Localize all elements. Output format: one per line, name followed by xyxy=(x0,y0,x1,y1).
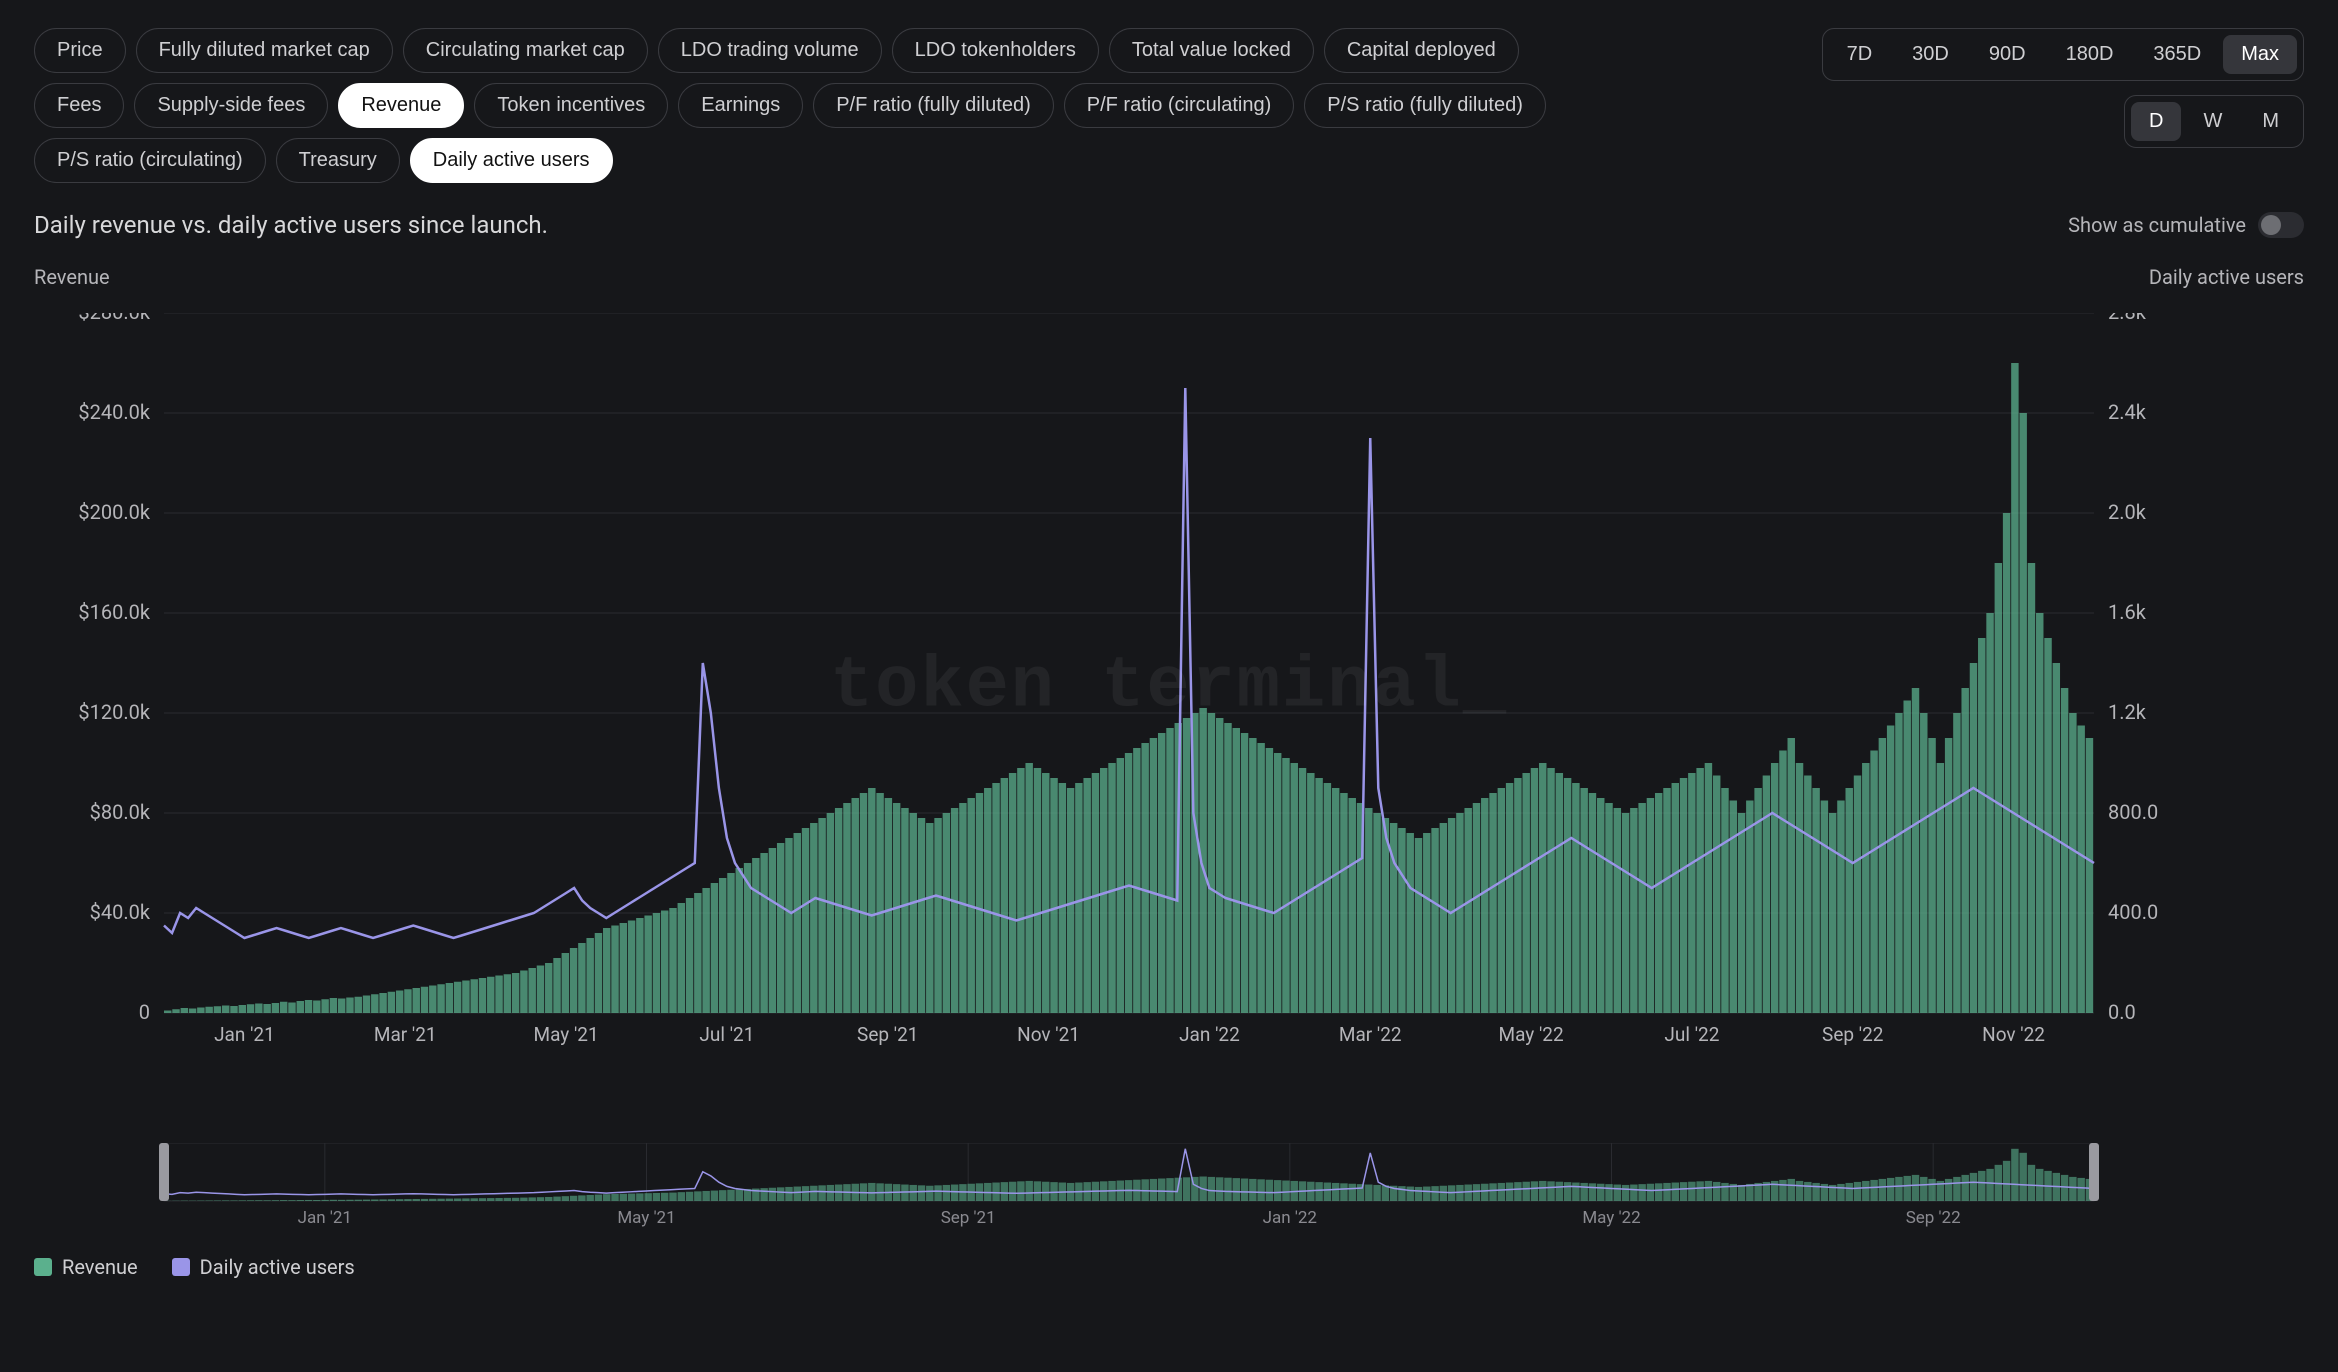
granularity-button[interactable]: W xyxy=(2185,102,2240,141)
metric-pill[interactable]: Daily active users xyxy=(410,138,613,183)
metric-pill[interactable]: Price xyxy=(34,28,126,73)
metric-pill[interactable]: Capital deployed xyxy=(1324,28,1519,73)
legend-swatch xyxy=(172,1258,190,1276)
svg-text:1.6k: 1.6k xyxy=(2108,600,2147,624)
cumulative-toggle[interactable] xyxy=(2258,212,2304,238)
granularity-button[interactable]: M xyxy=(2244,102,2297,141)
svg-text:$200.0k: $200.0k xyxy=(78,500,150,524)
svg-text:2.4k: 2.4k xyxy=(2108,400,2147,424)
svg-text:Sep '21: Sep '21 xyxy=(941,1208,996,1227)
granularity-button[interactable]: D xyxy=(2131,102,2181,141)
svg-text:Jul '21: Jul '21 xyxy=(699,1023,754,1046)
svg-text:Sep '22: Sep '22 xyxy=(1822,1023,1883,1046)
scrubber-handle-right[interactable] xyxy=(2089,1143,2099,1201)
svg-text:Jan '22: Jan '22 xyxy=(1179,1023,1240,1046)
left-axis-title: Revenue xyxy=(34,265,110,289)
cumulative-toggle-row: Show as cumulative xyxy=(2068,212,2304,238)
metric-pill[interactable]: Supply-side fees xyxy=(134,83,328,128)
metric-pill[interactable]: Token incentives xyxy=(474,83,668,128)
metric-pill[interactable]: Treasury xyxy=(276,138,400,183)
main-chart-area: token terminal_ 00.0$40.0k400.0$80.0k800… xyxy=(34,313,2304,1093)
range-button[interactable]: 30D xyxy=(1894,35,1967,74)
svg-text:May '22: May '22 xyxy=(1498,1023,1563,1046)
svg-text:$40.0k: $40.0k xyxy=(90,900,151,924)
metric-pill[interactable]: Total value locked xyxy=(1109,28,1314,73)
svg-text:0.0: 0.0 xyxy=(2108,1000,2136,1024)
mini-chart-svg: Jan '21 May '21 Sep '21 Jan '22 May '22 Sep '… xyxy=(34,1143,2164,1227)
svg-text:$280.0k: $280.0k xyxy=(78,313,150,324)
range-scrubber[interactable]: Jan '21 May '21 Sep '21 Jan '22 May '22 Sep '… xyxy=(34,1143,2304,1227)
granularity-group: DWM xyxy=(2124,95,2304,148)
metric-pill[interactable]: Circulating market cap xyxy=(403,28,648,73)
main-chart-svg: 0 0.0 $40.0k 400.0 $80.0k 800.0 $120.0k 1.2k $16… xyxy=(34,313,2164,1093)
metric-pill[interactable]: P/S ratio (fully diluted) xyxy=(1304,83,1546,128)
svg-text:Jan '21: Jan '21 xyxy=(298,1208,352,1227)
svg-text:$160.0k: $160.0k xyxy=(78,600,150,624)
range-button[interactable]: Max xyxy=(2223,35,2297,74)
range-button[interactable]: 90D xyxy=(1971,35,2044,74)
metric-pill-group: PriceFully diluted market capCirculating… xyxy=(34,28,1594,183)
svg-text:2.0k: 2.0k xyxy=(2108,500,2147,524)
svg-text:$240.0k: $240.0k xyxy=(78,400,150,424)
metric-pill[interactable]: LDO trading volume xyxy=(658,28,882,73)
svg-text:Jan '21: Jan '21 xyxy=(214,1023,275,1046)
range-button[interactable]: 7D xyxy=(1829,35,1891,74)
range-button[interactable]: 365D xyxy=(2135,35,2219,74)
svg-text:Mar '21: Mar '21 xyxy=(374,1023,437,1046)
svg-text:2.8k: 2.8k xyxy=(2108,313,2147,324)
metric-pill[interactable]: Fees xyxy=(34,83,124,128)
cumulative-label: Show as cumulative xyxy=(2068,213,2246,237)
metric-pill[interactable]: Revenue xyxy=(338,83,464,128)
svg-text:Jul '22: Jul '22 xyxy=(1664,1023,1719,1046)
svg-text:400.0: 400.0 xyxy=(2108,900,2158,924)
svg-text:Jan '22: Jan '22 xyxy=(1263,1208,1317,1227)
legend-label: Revenue xyxy=(62,1255,138,1279)
metric-pill[interactable]: Earnings xyxy=(678,83,803,128)
svg-text:Mar '22: Mar '22 xyxy=(1339,1023,1402,1046)
svg-text:800.0: 800.0 xyxy=(2108,800,2158,824)
legend: Revenue Daily active users xyxy=(34,1255,2304,1279)
metric-pill[interactable]: P/F ratio (fully diluted) xyxy=(813,83,1054,128)
metric-pill[interactable]: P/S ratio (circulating) xyxy=(34,138,266,183)
time-range-group: 7D30D90D180D365DMax xyxy=(1822,28,2304,81)
svg-text:1.2k: 1.2k xyxy=(2108,700,2147,724)
svg-text:May '22: May '22 xyxy=(1582,1208,1640,1227)
legend-label: Daily active users xyxy=(200,1255,355,1279)
chart-subtitle: Daily revenue vs. daily active users sin… xyxy=(34,211,548,239)
svg-text:May '21: May '21 xyxy=(617,1208,675,1227)
range-button[interactable]: 180D xyxy=(2048,35,2132,74)
svg-text:Sep '21: Sep '21 xyxy=(857,1023,918,1046)
legend-swatch xyxy=(34,1258,52,1276)
metric-pill[interactable]: LDO tokenholders xyxy=(892,28,1099,73)
metric-pill[interactable]: Fully diluted market cap xyxy=(136,28,393,73)
svg-text:May '21: May '21 xyxy=(533,1023,598,1046)
svg-text:Nov '21: Nov '21 xyxy=(1017,1023,1080,1046)
svg-text:Nov '22: Nov '22 xyxy=(1982,1023,2045,1046)
svg-text:0: 0 xyxy=(139,1000,150,1024)
legend-item: Revenue xyxy=(34,1255,138,1279)
metric-pill[interactable]: P/F ratio (circulating) xyxy=(1064,83,1295,128)
svg-text:$120.0k: $120.0k xyxy=(78,700,150,724)
legend-item: Daily active users xyxy=(172,1255,355,1279)
svg-text:$80.0k: $80.0k xyxy=(90,800,151,824)
svg-text:Sep '22: Sep '22 xyxy=(1906,1208,1961,1227)
right-axis-title: Daily active users xyxy=(2149,265,2304,289)
scrubber-handle-left[interactable] xyxy=(159,1143,169,1201)
